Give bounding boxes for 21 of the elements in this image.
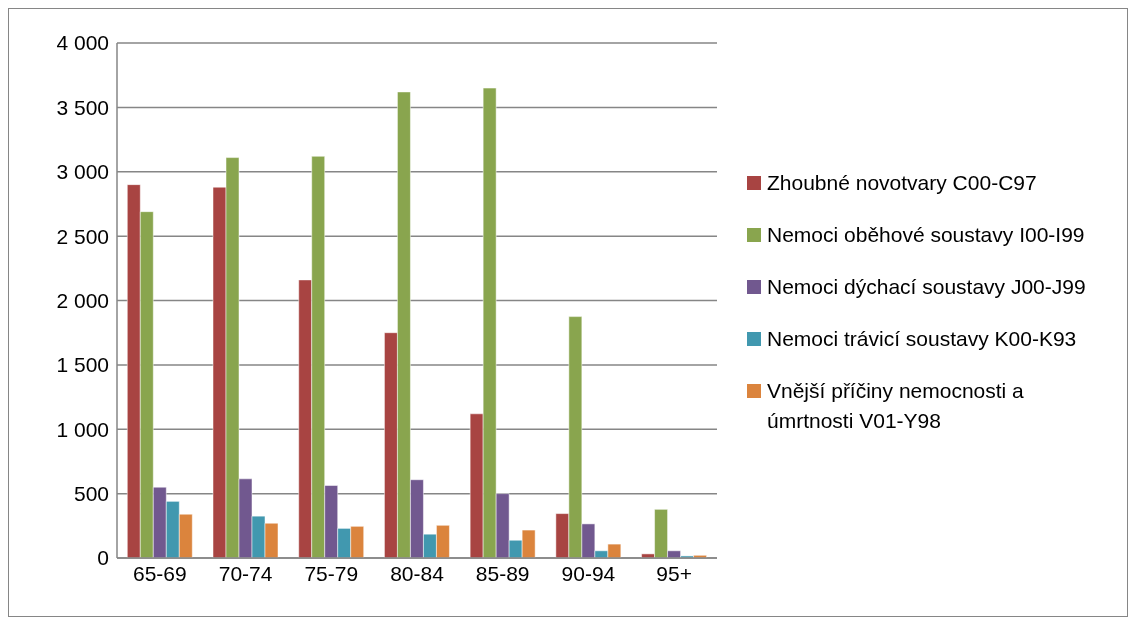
x-tick-label: 85-89 bbox=[475, 561, 530, 585]
x-tick-label: 95+ bbox=[656, 561, 692, 585]
legend-label: Zhoubné novotvary C00-C97 bbox=[767, 169, 1037, 196]
x-tick-label: 70-74 bbox=[218, 561, 273, 585]
x-tick-label: 75-79 bbox=[304, 561, 359, 585]
y-tick-label: 3 000 bbox=[56, 160, 109, 184]
y-tick-label: 500 bbox=[73, 482, 109, 506]
legend-label: Nemoci oběhové soustavy I00-I99 bbox=[767, 221, 1085, 248]
x-tick-label: 65-69 bbox=[133, 561, 187, 585]
x-tick-label: 80-84 bbox=[390, 561, 445, 585]
y-tick-label: 2 500 bbox=[56, 224, 109, 248]
y-tick-label: 1 500 bbox=[56, 353, 109, 377]
x-tick-label: 90-94 bbox=[561, 561, 616, 585]
y-tick-label: 3 500 bbox=[56, 95, 109, 119]
y-tick-label: 2 000 bbox=[56, 288, 109, 312]
y-tick-label: 0 bbox=[97, 546, 109, 570]
legend-label: Nemoci dýchací soustavy J00-J99 bbox=[767, 273, 1086, 300]
y-tick-label: 4 000 bbox=[56, 31, 109, 55]
y-tick-label: 1 000 bbox=[56, 417, 109, 441]
legend-label: Vnější příčiny nemocnosti a úmrtnosti V01-Y98 bbox=[767, 377, 1025, 434]
legend-label: Nemoci trávicí soustavy K00-K93 bbox=[767, 325, 1077, 352]
